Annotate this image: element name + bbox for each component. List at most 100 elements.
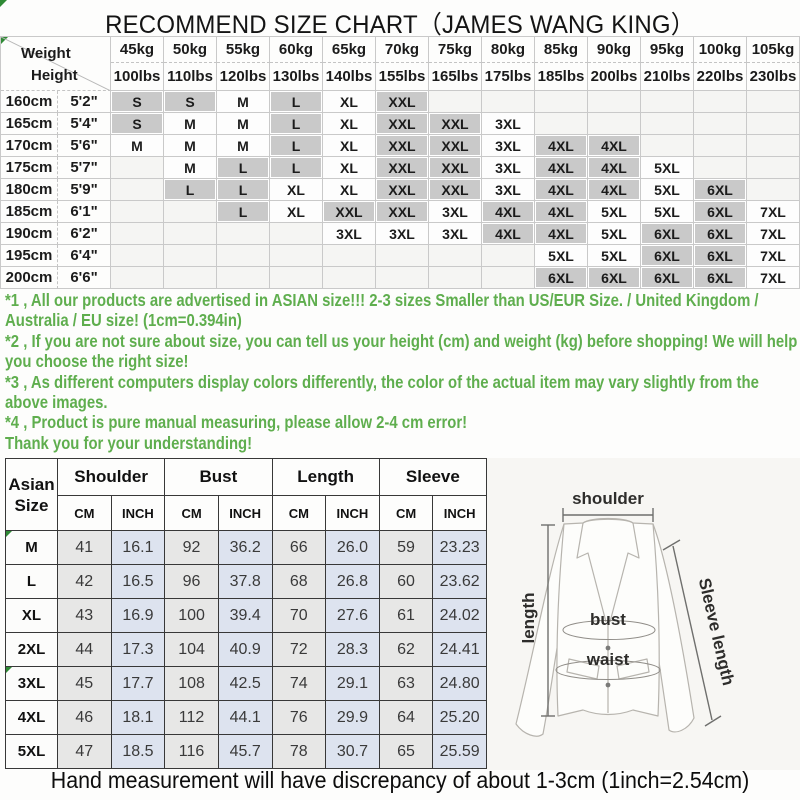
height-ft-label: 5'6" — [58, 135, 111, 157]
size-cell: 4XL — [535, 179, 588, 201]
weight-kg-header: 60kg — [270, 37, 323, 63]
measure-cm-value: 46 — [58, 701, 112, 735]
size-cell: 4XL — [535, 223, 588, 245]
measure-size-label: M — [6, 531, 58, 565]
size-cell — [641, 91, 694, 113]
measure-size-label: 5XL — [6, 735, 58, 769]
size-cell: 7XL — [747, 223, 800, 245]
size-cell — [641, 135, 694, 157]
size-cell: 4XL — [482, 223, 535, 245]
page-title: RECOMMEND SIZE CHART（JAMES WANG KING） — [105, 11, 695, 39]
size-cell — [747, 113, 800, 135]
size-cell — [747, 91, 800, 113]
note-line: *3 , As different computers display colo… — [5, 371, 759, 413]
size-cell: 6XL — [641, 267, 694, 289]
size-cell: M — [164, 113, 217, 135]
size-cell — [217, 245, 270, 267]
size-cell: L — [270, 135, 323, 157]
height-ft-label: 6'1" — [58, 201, 111, 223]
size-cell: XXL — [429, 157, 482, 179]
weight-kg-header: 75kg — [429, 37, 482, 63]
length-label: length — [519, 593, 538, 644]
measure-cm-value: 70 — [272, 599, 327, 633]
weight-kg-header: 90kg — [588, 37, 641, 63]
size-cell — [111, 157, 164, 179]
size-cell: 7XL — [747, 201, 800, 223]
height-ft-label: 5'4" — [58, 113, 111, 135]
size-cell — [111, 179, 164, 201]
size-cell — [323, 245, 376, 267]
note-line: *2 , If you are not sure about size, you… — [5, 330, 798, 372]
weight-kg-row: Weight Height 45kg 50kg 55kg 60kg 65kg 70kg 75… — [1, 37, 800, 91]
size-cell: S — [111, 91, 164, 113]
measure-size-label: 2XL — [6, 633, 58, 667]
size-cell: 5XL — [641, 179, 694, 201]
height-cm-label: 195cm — [1, 245, 58, 267]
measure-inch-value: 45.7 — [218, 735, 273, 769]
jacket-sketch: shoulder length bust waist Sleeve length — [487, 458, 800, 770]
measure-row: M 41 16.1 92 36.2 66 26.0 59 23.23 — [6, 531, 487, 565]
size-cell: 6XL — [588, 267, 641, 289]
measure-cm-value: 62 — [379, 633, 434, 667]
measure-inch-value: 44.1 — [218, 701, 273, 735]
size-cell — [429, 245, 482, 267]
size-cell: 4XL — [588, 179, 641, 201]
footer-note: Hand measurement will have discrepancy o… — [50, 767, 750, 793]
weight-lbs-header: 210lbs — [641, 63, 694, 91]
weight-kg-header: 55kg — [217, 37, 270, 63]
weight-kg-header: 65kg — [323, 37, 376, 63]
unit-cm-header: CM — [272, 496, 327, 531]
size-cell: 7XL — [747, 267, 800, 289]
size-cell: 6XL — [694, 223, 747, 245]
measure-inch-value: 23.23 — [433, 531, 487, 565]
size-cell — [164, 201, 217, 223]
size-cell — [694, 113, 747, 135]
size-cell: XL — [323, 113, 376, 135]
measure-inch-value: 42.5 — [218, 667, 273, 701]
size-cell: 6XL — [694, 245, 747, 267]
size-cell: 5XL — [535, 245, 588, 267]
measure-cm-value: 60 — [379, 565, 434, 599]
measure-size-label: 4XL — [6, 701, 58, 735]
size-cell — [111, 201, 164, 223]
measure-row: XL 43 16.9 100 39.4 70 27.6 61 24.02 — [6, 599, 487, 633]
measure-inch-value: 39.4 — [218, 599, 273, 633]
grid-row: 165cm 5'4" S M M L XL XXL XXL 3XL — [1, 113, 800, 135]
measure-inch-value: 16.5 — [111, 565, 166, 599]
size-cell: L — [270, 113, 323, 135]
unit-inch-header: INCH — [218, 496, 273, 531]
measure-cm-value: 66 — [272, 531, 327, 565]
size-cell: XL — [323, 157, 376, 179]
size-cell: XL — [323, 135, 376, 157]
size-cell — [535, 113, 588, 135]
size-cell: M — [217, 113, 270, 135]
size-cell — [164, 267, 217, 289]
grid-row: 185cm 6'1" L XL XXL XXL 3XL 4XL 4XL 5XL 5XL 6XL 7XL — [1, 201, 800, 223]
measure-inch-value: 24.41 — [433, 633, 487, 667]
measure-cm-value: 116 — [165, 735, 219, 769]
height-cm-label: 180cm — [1, 179, 58, 201]
grid-row: 195cm 6'4" 5XL 5XL 6XL 6XL 7XL — [1, 245, 800, 267]
measure-cm-value: 78 — [272, 735, 327, 769]
size-cell: 4XL — [482, 201, 535, 223]
size-cell — [482, 267, 535, 289]
weight-height-size-grid: Weight Height 45kg 50kg 55kg 60kg 65kg 70kg 75… — [0, 36, 800, 289]
size-cell — [588, 91, 641, 113]
grid-row: 175cm 5'7" M L L XL XXL XXL 3XL 4XL 4XL 5XL — [1, 157, 800, 179]
size-cell — [694, 135, 747, 157]
size-cell: 3XL — [429, 223, 482, 245]
size-cell — [588, 113, 641, 135]
measure-inch-value: 24.80 — [433, 667, 487, 701]
size-cell: 7XL — [747, 245, 800, 267]
bust-header: Bust — [165, 459, 273, 496]
size-cell: 4XL — [535, 135, 588, 157]
size-cell: 4XL — [588, 157, 641, 179]
size-cell: XXL — [323, 201, 376, 223]
waist-label: waist — [586, 650, 630, 669]
height-ft-label: 6'4" — [58, 245, 111, 267]
size-cell: XL — [270, 201, 323, 223]
weight-lbs-header: 220lbs — [694, 63, 747, 91]
weight-kg-header: 80kg — [482, 37, 535, 63]
size-cell: 5XL — [588, 245, 641, 267]
weight-kg-header: 105kg — [747, 37, 800, 63]
